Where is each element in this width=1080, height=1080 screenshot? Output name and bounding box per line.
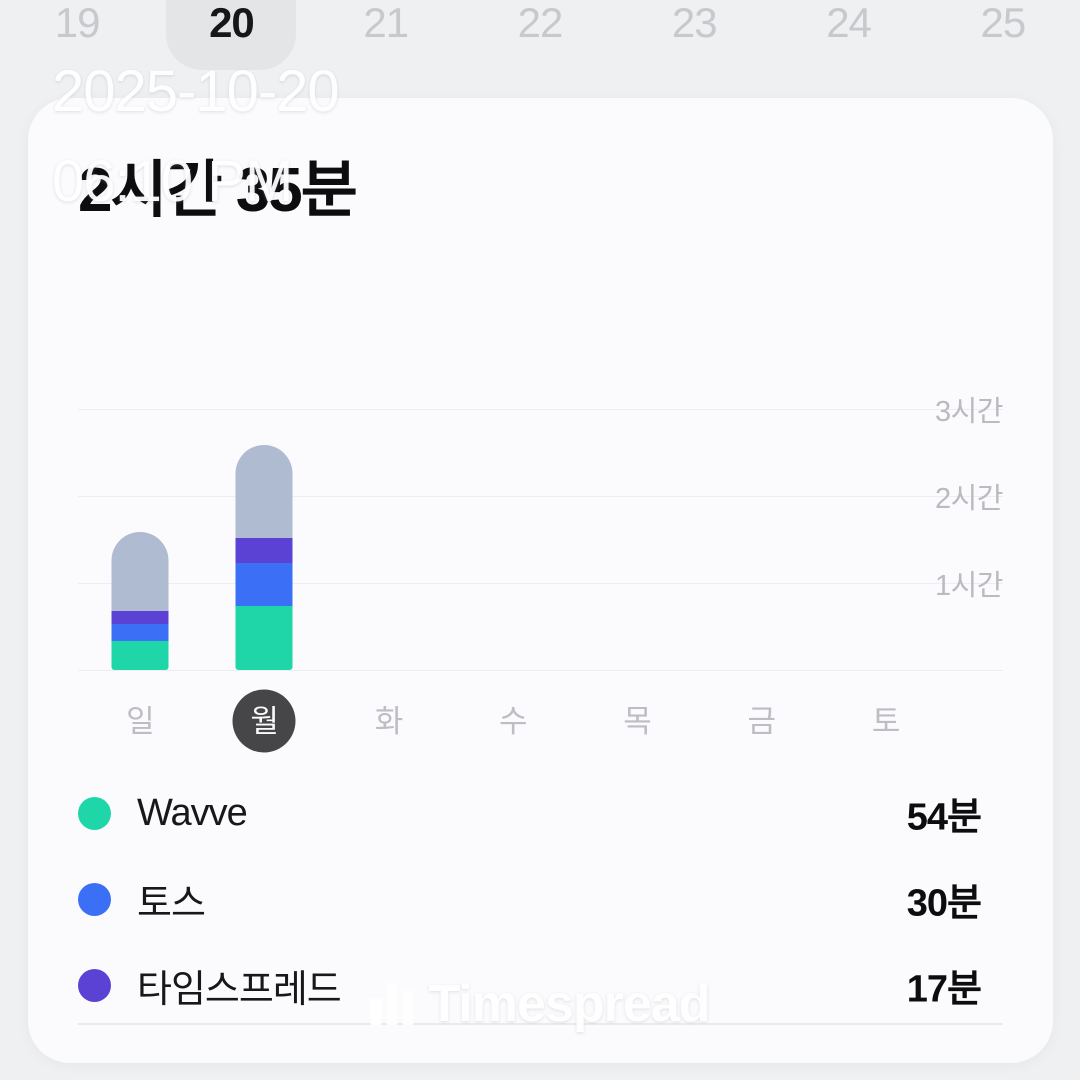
bar-segment-Wavve <box>111 641 169 670</box>
date-number: 21 <box>363 0 409 46</box>
gridline-1시간 <box>78 583 1003 584</box>
date-cell-19[interactable]: 19 <box>0 0 154 98</box>
date-cell-22[interactable]: 22 <box>463 0 617 98</box>
legend-app-name: Wavve <box>137 791 248 834</box>
legend-item[interactable]: 타임스프레드 17분 <box>78 942 1003 1028</box>
legend-color-dot <box>78 968 111 1002</box>
bar-column-목[interactable] <box>575 298 699 670</box>
date-number: 20 <box>209 0 255 46</box>
legend-app-duration: 30분 <box>906 882 982 925</box>
weekday-토[interactable]: 토 <box>824 686 948 756</box>
bar-column-월[interactable] <box>202 298 326 670</box>
date-number: 24 <box>826 0 872 46</box>
stacked-bar <box>235 445 293 670</box>
weekday-금[interactable]: 금 <box>699 686 823 756</box>
gridline-2시간 <box>78 496 1003 497</box>
bar-segment-타임스프레드 <box>235 538 293 563</box>
bar-column-수[interactable] <box>451 298 575 670</box>
weekday-label: 일 <box>126 703 155 739</box>
y-axis-label: 1시간 <box>935 570 1004 602</box>
weekday-label: 월 <box>250 703 279 739</box>
bar-segment-토스 <box>235 562 293 607</box>
weekday-label: 목 <box>623 703 652 739</box>
date-selected-pill <box>166 0 297 70</box>
footer-divider <box>78 1023 1003 1025</box>
weekday-목[interactable]: 목 <box>575 686 699 756</box>
legend-app-name: 토스 <box>137 882 206 925</box>
legend-app-duration: 17분 <box>906 968 982 1011</box>
weekday-수[interactable]: 수 <box>451 686 575 756</box>
date-cell-21[interactable]: 21 <box>309 0 463 98</box>
chart-plot-area[interactable] <box>78 298 948 678</box>
bar-segment-기타 <box>111 532 169 611</box>
chart-baseline <box>78 670 1003 671</box>
bar-column-일[interactable] <box>78 298 202 670</box>
date-cell-20[interactable]: 20 <box>154 0 308 98</box>
bar-column-토[interactable] <box>824 298 948 670</box>
weekday-화[interactable]: 화 <box>327 686 451 756</box>
weekly-usage-chart: 1시간 2시간 3시간 <box>78 298 1004 678</box>
weekday-selected-dot <box>232 689 296 753</box>
bar-segment-토스 <box>111 623 169 641</box>
legend-app-duration: 54분 <box>906 796 982 839</box>
page-title: 2시간 35분 <box>78 156 358 225</box>
bar-segment-타임스프레드 <box>111 610 169 624</box>
legend-app-name: 타임스프레드 <box>137 968 342 1011</box>
bar-segment-기타 <box>235 445 293 539</box>
stacked-bar <box>111 532 169 670</box>
date-number: 22 <box>517 0 564 46</box>
bar-column-금[interactable] <box>699 298 823 670</box>
date-number: 25 <box>980 0 1026 46</box>
weekday-label: 화 <box>374 703 404 739</box>
legend-item[interactable]: 토스 30분 <box>78 856 1003 942</box>
legend-color-dot <box>78 796 111 830</box>
date-number: 23 <box>671 0 718 46</box>
y-axis-label: 2시간 <box>935 483 1004 515</box>
weekday-label: 금 <box>747 703 777 739</box>
weekday-label: 수 <box>498 703 528 739</box>
weekday-월[interactable]: 월 <box>202 686 326 756</box>
date-cell-23[interactable]: 23 <box>617 0 771 98</box>
date-cell-24[interactable]: 24 <box>771 0 925 98</box>
bar-column-화[interactable] <box>327 298 451 670</box>
legend-color-dot <box>78 882 111 916</box>
y-axis-label: 3시간 <box>935 396 1004 428</box>
bar-segment-Wavve <box>235 606 293 670</box>
legend-item[interactable]: Wavve 54분 <box>78 770 1003 856</box>
show-all-button[interactable]: 모두 보기 <box>28 1053 1053 1063</box>
date-strip[interactable]: 19 20 21 22 23 24 25 <box>0 0 1080 98</box>
date-cell-25[interactable]: 25 <box>926 0 1080 98</box>
weekday-label: 토 <box>871 703 901 739</box>
weekday-일[interactable]: 일 <box>78 686 202 756</box>
date-number: 19 <box>54 0 101 46</box>
gridline-3시간 <box>78 409 1003 410</box>
